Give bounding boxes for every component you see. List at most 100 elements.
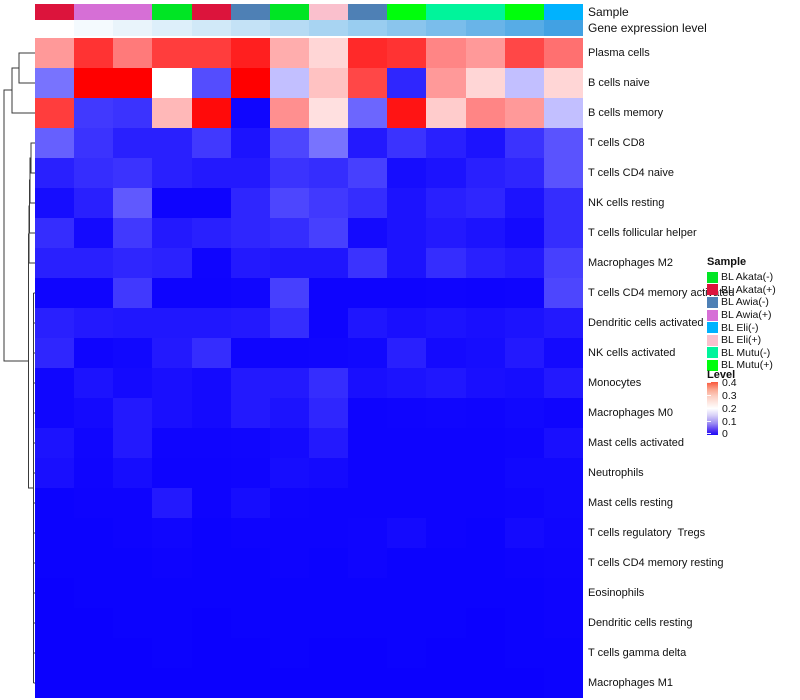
heatmap-cell xyxy=(191,248,231,278)
heatmap-cell xyxy=(348,608,388,638)
heatmap-cell xyxy=(426,548,466,578)
heatmap-cell xyxy=(35,68,75,98)
heatmap-cell xyxy=(465,98,505,128)
heatmap-cell xyxy=(152,578,192,608)
heatmap-cell xyxy=(348,188,388,218)
heatmap-cell xyxy=(152,248,192,278)
heatmap-cell xyxy=(113,338,153,368)
sample-legend-item-label: BL Mutu(-) xyxy=(721,346,771,359)
heatmap-cell xyxy=(543,128,583,158)
row-label: Macrophages M1 xyxy=(588,677,673,689)
heatmap-cell xyxy=(152,38,192,68)
heatmap-cell xyxy=(348,128,388,158)
heatmap-cell xyxy=(35,248,75,278)
heatmap-cell xyxy=(230,68,270,98)
heatmap-cell xyxy=(230,548,270,578)
heatmap-cell xyxy=(465,68,505,98)
heatmap-cell xyxy=(504,158,544,188)
heatmap-cell xyxy=(35,428,75,458)
sample-legend-swatch-icon xyxy=(707,334,718,346)
heatmap-cell xyxy=(191,548,231,578)
sample-annotation-cell xyxy=(113,4,153,20)
heatmap-cell xyxy=(230,218,270,248)
heatmap-cell xyxy=(74,548,114,578)
heatmap-cell xyxy=(74,638,114,668)
heatmap-cell xyxy=(74,218,114,248)
heatmap-cell xyxy=(269,158,309,188)
heatmap-cell xyxy=(543,488,583,518)
heatmap-cell xyxy=(426,308,466,338)
level-legend: Level 0.4 0.3 0.2 0.1 0 xyxy=(707,369,799,439)
heatmap-cell xyxy=(504,608,544,638)
level-tick-label: 0.3 xyxy=(722,390,737,402)
heatmap-cell xyxy=(191,488,231,518)
gene-expression-annotation-cell xyxy=(308,20,349,36)
row-label: Dendritic cells activated xyxy=(588,317,704,329)
heatmap-cell xyxy=(387,68,427,98)
heatmap-cell xyxy=(152,338,192,368)
sample-legend-item: BL Eli(-) xyxy=(707,321,799,334)
heatmap-cell xyxy=(74,68,114,98)
heatmap-cell xyxy=(426,338,466,368)
heatmap-cell xyxy=(35,458,75,488)
heatmap-cell xyxy=(74,278,114,308)
heatmap-cell xyxy=(543,278,583,308)
heatmap-cell xyxy=(191,68,231,98)
heatmap-cell xyxy=(426,578,466,608)
heatmap-cell xyxy=(230,638,270,668)
heatmap-cell xyxy=(35,98,75,128)
heatmap-cell xyxy=(74,608,114,638)
sample-annotation-cell xyxy=(191,4,231,20)
row-label: T cells gamma delta xyxy=(588,647,687,659)
heatmap-cell xyxy=(230,518,270,548)
heatmap-cell xyxy=(74,128,114,158)
gene-expression-annotation-cell xyxy=(269,20,309,36)
heatmap-cell xyxy=(308,158,349,188)
heatmap-cell xyxy=(113,548,153,578)
heatmap-cell xyxy=(35,518,75,548)
heatmap-cell xyxy=(269,488,309,518)
heatmap-cell xyxy=(74,428,114,458)
heatmap-cell xyxy=(465,368,505,398)
heatmap-cell xyxy=(230,98,270,128)
heatmap-cell xyxy=(348,68,388,98)
heatmap-cell xyxy=(308,338,349,368)
heatmap-cell xyxy=(387,578,427,608)
sample-legend-title: Sample xyxy=(707,256,747,268)
heatmap-cell xyxy=(35,158,75,188)
heatmap-cell xyxy=(426,218,466,248)
heatmap-cell xyxy=(348,338,388,368)
row-label: B cells naive xyxy=(588,77,650,89)
heatmap-cell xyxy=(230,488,270,518)
row-label: Macrophages M0 xyxy=(588,407,673,419)
heatmap-cell xyxy=(113,38,153,68)
heatmap-cell xyxy=(269,638,309,668)
heatmap-cell xyxy=(387,428,427,458)
heatmap-cell xyxy=(543,158,583,188)
sample-legend-item: BL Akata(-) xyxy=(707,271,799,284)
heatmap-cell xyxy=(387,638,427,668)
heatmap-cell xyxy=(387,458,427,488)
heatmap-cell xyxy=(74,308,114,338)
heatmap-cell xyxy=(348,278,388,308)
heatmap-cell xyxy=(426,278,466,308)
heatmap-cell xyxy=(230,308,270,338)
heatmap-cell xyxy=(35,278,75,308)
heatmap-cell xyxy=(35,488,75,518)
heatmap-cell xyxy=(543,98,583,128)
heatmap-cell xyxy=(191,338,231,368)
row-label: T cells CD4 naive xyxy=(588,167,674,179)
heatmap-cell xyxy=(269,518,309,548)
heatmap-cell xyxy=(74,38,114,68)
heatmap-cell xyxy=(387,218,427,248)
level-tick-label: 0 xyxy=(722,428,728,440)
heatmap-cell xyxy=(504,218,544,248)
heatmap-cell xyxy=(230,458,270,488)
heatmap-cell xyxy=(35,608,75,638)
heatmap-cell xyxy=(269,668,309,698)
heatmap-cell xyxy=(308,68,349,98)
heatmap-cell xyxy=(191,458,231,488)
heatmap-cell xyxy=(348,548,388,578)
heatmap-cell xyxy=(543,398,583,428)
heatmap-cell xyxy=(152,608,192,638)
